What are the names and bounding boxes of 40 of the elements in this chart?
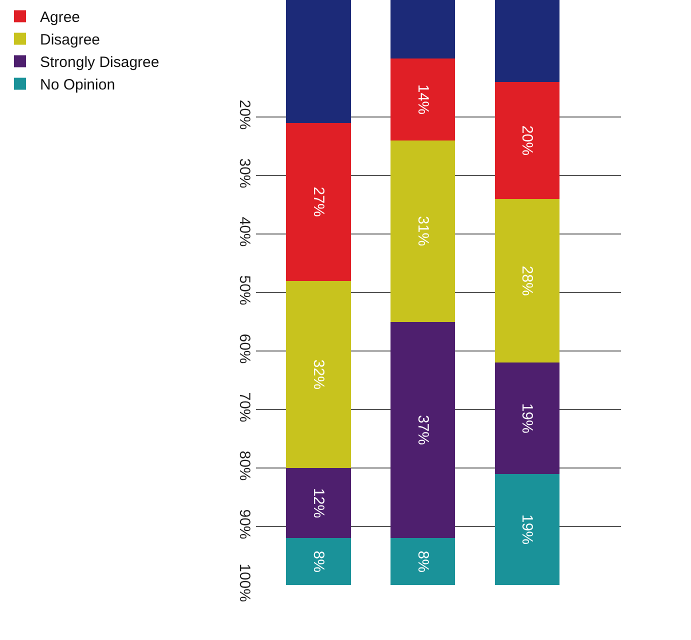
bar [494, 474, 560, 585]
y-tick-label: 70% [236, 392, 253, 422]
legend-label: Agree [40, 9, 80, 26]
data-label: 27% [310, 186, 328, 217]
bar [286, 468, 351, 538]
bar [286, 280, 351, 468]
data-label: 31% [414, 216, 432, 246]
bar [286, 122, 351, 281]
y-tick-label: 80% [236, 450, 253, 481]
bar [286, 0, 351, 123]
bar [390, 0, 456, 58]
data-label: 12% [310, 488, 328, 518]
bar [390, 140, 456, 322]
bar [390, 58, 456, 140]
data-label: 20% [518, 125, 536, 156]
y-tick-label: 100% [236, 564, 253, 602]
data-label: 19% [518, 403, 536, 434]
bar [286, 538, 351, 585]
bar [494, 82, 560, 199]
legend-label: Strongly Disagree [40, 54, 160, 72]
bar [390, 322, 456, 538]
data-label: 32% [310, 359, 328, 390]
y-tick-label: 50% [236, 275, 253, 306]
data-label: 14% [414, 84, 432, 114]
data-label: 8% [310, 550, 328, 572]
data-label: 28% [518, 266, 536, 296]
bar [494, 362, 560, 474]
legend-label: No Opinion [40, 76, 116, 94]
bar [494, 0, 560, 82]
bar [390, 538, 456, 585]
y-tick-label: 90% [236, 509, 253, 540]
y-tick-label: 20% [236, 100, 253, 130]
data-label: 37% [414, 414, 432, 445]
legend-label: Disagree [40, 32, 100, 49]
bar [494, 198, 560, 363]
y-tick-label: 40% [236, 216, 253, 247]
y-tick-label: 30% [236, 158, 253, 188]
data-label: 19% [518, 514, 536, 544]
y-tick-label: 60% [236, 334, 253, 364]
data-label: 8% [414, 550, 432, 572]
